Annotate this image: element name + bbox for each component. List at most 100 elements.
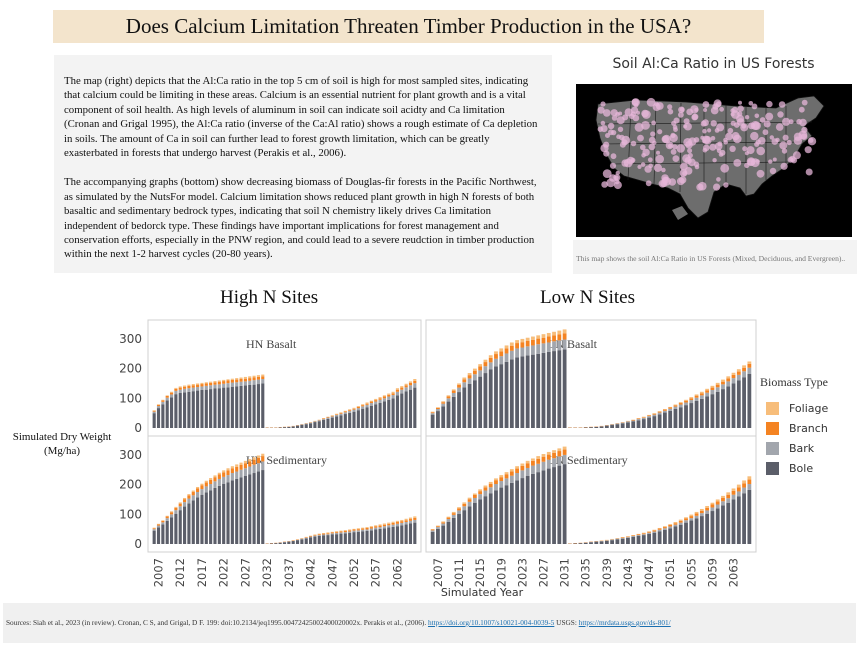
map-sample-point	[698, 181, 707, 191]
bar-segment-bole	[209, 490, 213, 544]
bar-segment-bole	[636, 535, 641, 544]
bar-segment-foliage	[222, 470, 226, 473]
legend-item-foliage[interactable]: Foliage	[760, 398, 828, 418]
legend-item-branch[interactable]: Branch	[760, 418, 828, 438]
map-sample-point	[712, 158, 717, 163]
bar-segment-bark	[217, 478, 221, 486]
bar-segment-foliage	[348, 409, 352, 411]
legend-item-bark[interactable]: Bark	[760, 438, 828, 458]
usgs-data-link[interactable]: https://mrdata.usgs.gov/ds-801/	[578, 618, 671, 627]
bar-segment-foliage	[369, 526, 373, 528]
bar-segment-foliage	[356, 406, 360, 407]
bar-segment-foliage	[504, 472, 509, 475]
map-sample-point	[667, 108, 674, 115]
map-sample-point	[713, 99, 722, 108]
bar-segment-branch	[183, 386, 187, 389]
bar-segment-bole	[369, 530, 373, 544]
bar-segment-bole	[620, 423, 625, 428]
bar-segment-bole	[509, 482, 514, 544]
bar-segment-foliage	[457, 383, 461, 385]
bar-segment-bole	[196, 390, 200, 428]
bar-segment-bole	[657, 414, 662, 428]
bar-segment-branch	[721, 381, 725, 385]
bar-segment-foliage	[715, 382, 720, 385]
bar-segment-bole	[483, 496, 488, 544]
bar-segment-bark	[641, 534, 646, 536]
bar-segment-bark	[705, 510, 710, 514]
soil-ratio-map[interactable]	[576, 84, 852, 237]
bar-segment-bole	[309, 423, 313, 428]
sources-text-1: Sources: Siah et al., 2023 (in review).	[6, 618, 118, 627]
bar-segment-bole	[200, 389, 204, 428]
bar-segment-foliage	[689, 397, 694, 399]
bar-segment-bark	[430, 530, 435, 532]
bar-segment-bole	[684, 405, 688, 428]
map-sample-point	[768, 159, 773, 164]
bar-segment-bark	[726, 381, 731, 387]
bar-segment-foliage	[178, 502, 182, 504]
bar-segment-branch	[256, 376, 260, 380]
bar-segment-branch	[668, 524, 673, 527]
bar-segment-foliage	[552, 331, 556, 336]
bar-segment-bole	[504, 361, 509, 428]
bar-segment-branch	[152, 410, 156, 412]
panel-label: HN Basalt	[246, 337, 297, 351]
bar-segment-branch	[731, 490, 736, 495]
bar-segment-foliage	[663, 526, 667, 528]
bar-segment-foliage	[196, 486, 200, 489]
bar-segment-bark	[615, 423, 620, 425]
bar-segment-foliage	[235, 378, 239, 380]
bar-segment-branch	[226, 470, 230, 476]
bar-segment-bark	[322, 419, 326, 420]
bar-segment-branch	[488, 483, 493, 488]
bar-segment-branch	[546, 454, 551, 460]
bar-segment-branch	[222, 381, 226, 384]
bar-segment-foliage	[169, 511, 174, 513]
bar-segment-bole	[243, 475, 247, 544]
map-sample-point	[657, 129, 663, 135]
bar-segment-bark	[747, 484, 752, 490]
bar-segment-bole	[589, 427, 593, 428]
bar-segment-bole	[715, 508, 720, 544]
bar-segment-bole	[451, 517, 456, 544]
perakis-doi-link[interactable]: https://doi.org/10.1007/s10021-004-0039-…	[427, 618, 555, 627]
bar-segment-bark	[657, 529, 662, 532]
bar-segment-bole	[430, 414, 435, 428]
bar-segment-bole	[300, 539, 304, 544]
bar-segment-bole	[578, 543, 583, 544]
bar-segment-foliage	[457, 507, 461, 509]
bar-segment-bole	[462, 387, 467, 428]
bar-segment-bark	[721, 384, 725, 390]
bar-segment-bark	[365, 529, 369, 531]
bar-segment-foliage	[710, 385, 715, 388]
bar-segment-bole	[663, 529, 667, 544]
bar-segment-foliage	[382, 523, 386, 525]
bar-segment-bark	[631, 420, 636, 422]
bar-segment-branch	[626, 536, 630, 538]
bar-segment-bark	[239, 381, 243, 386]
bar-segment-bole	[441, 525, 446, 544]
bar-segment-bark	[668, 408, 673, 411]
bar-segment-bark	[721, 501, 725, 506]
bar-segment-branch	[413, 380, 417, 384]
bar-segment-bark	[226, 383, 230, 388]
bar-segment-bark	[161, 522, 165, 525]
bar-segment-bark	[243, 381, 247, 386]
bar-segment-bark	[209, 484, 213, 491]
bar-segment-foliage	[335, 413, 339, 415]
map-sample-point	[744, 115, 750, 120]
bar-segment-bole	[408, 523, 413, 544]
map-sample-point	[777, 111, 784, 118]
x-tick-label: 2051	[663, 558, 677, 587]
map-sample-point	[640, 144, 646, 151]
map-sample-point	[763, 120, 771, 128]
map-sample-point	[662, 134, 671, 144]
bar-segment-bole	[472, 502, 477, 544]
bar-segment-bark	[742, 371, 746, 378]
bar-segment-bole	[178, 392, 182, 428]
legend-item-bole[interactable]: Bole	[760, 458, 828, 478]
bar-segment-bark	[322, 534, 326, 536]
map-sample-point	[605, 133, 610, 138]
bar-segment-bole	[291, 541, 295, 544]
bar-segment-bark	[747, 367, 752, 374]
